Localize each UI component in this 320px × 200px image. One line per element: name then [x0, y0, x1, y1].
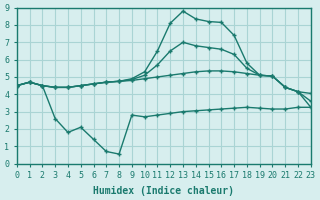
X-axis label: Humidex (Indice chaleur): Humidex (Indice chaleur) [93, 186, 234, 196]
